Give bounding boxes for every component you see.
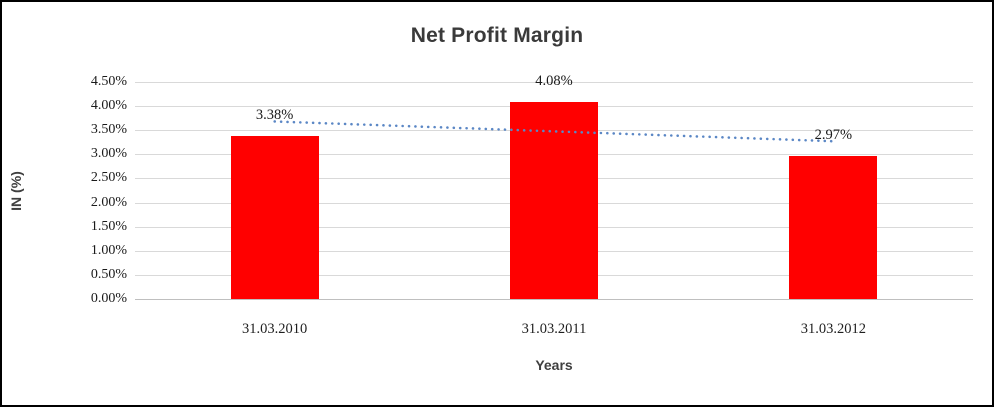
y-tick-label: 2.50% (90, 170, 127, 186)
bar-31.03.2011 (510, 102, 598, 299)
gridline (135, 82, 973, 83)
y-tick-label: 4.50% (90, 74, 127, 89)
category-label: 31.03.2011 (521, 321, 587, 337)
y-tick-label: 3.00% (90, 146, 127, 162)
category-label: 31.03.2012 (800, 321, 866, 337)
category-label: 31.03.2010 (242, 321, 308, 337)
y-tick-label: 3.50% (90, 122, 127, 138)
y-tick-label: 0.00% (90, 291, 127, 306)
bar-31.03.2010 (230, 136, 319, 299)
data-label: 3.38% (255, 107, 294, 123)
y-axis-title: IN (%) (8, 171, 24, 211)
data-label: 2.97% (814, 126, 853, 143)
y-tick-label: 1.50% (90, 218, 127, 234)
chart-title: Net Profit Margin (410, 24, 584, 47)
y-tick-label: 4.00% (90, 98, 127, 114)
y-tick-label: 0.50% (90, 266, 127, 282)
y-tick-label: 1.00% (90, 242, 127, 258)
x-axis-line (135, 299, 973, 300)
bar-31.03.2012 (789, 155, 878, 299)
y-tick-label: 2.00% (90, 194, 127, 210)
x-axis-title: Years (535, 357, 573, 373)
data-label: 4.08% (535, 73, 573, 90)
